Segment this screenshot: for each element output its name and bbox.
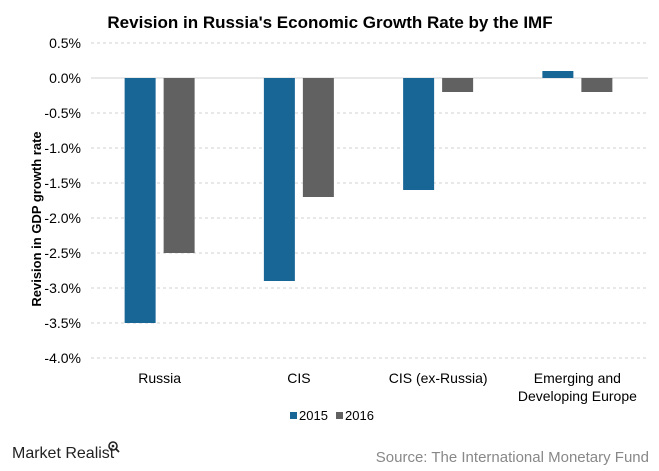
magnifier-icon bbox=[108, 441, 120, 453]
y-tick-label: -1.0% bbox=[44, 140, 81, 156]
y-axis-ticks: 0.5% 0.0% -0.5% -1.0% -1.5% -2.0% -2.5% -3.0% -3… bbox=[44, 35, 81, 366]
legend-item-2016: 2016 bbox=[336, 408, 374, 423]
source-note: Source: The International Monetary Fund bbox=[376, 449, 649, 466]
bar-2016 bbox=[163, 78, 195, 253]
brand-name: Market Realist bbox=[12, 445, 115, 462]
y-tick-label: 0.5% bbox=[49, 35, 81, 51]
chart-title: Revision in Russia's Economic Growth Rat… bbox=[107, 13, 552, 32]
x-axis-categories: Russia CIS CIS (ex-Russia) Emerging and Deve… bbox=[138, 370, 637, 404]
bar-2016 bbox=[581, 78, 613, 92]
bar-2015 bbox=[263, 78, 295, 281]
x-category-label: Russia bbox=[138, 370, 181, 386]
y-tick-label: 0.0% bbox=[49, 70, 81, 86]
y-axis-label: Revision in GDP growth rate bbox=[29, 131, 44, 306]
legend-label: 2016 bbox=[345, 408, 374, 423]
y-tick-label: -0.5% bbox=[44, 105, 81, 121]
bar-2015 bbox=[403, 78, 435, 190]
y-tick-label: -3.5% bbox=[44, 315, 81, 331]
x-category-label: CIS (ex-Russia) bbox=[389, 370, 488, 386]
bar-2015 bbox=[124, 78, 156, 323]
y-tick-label: -1.5% bbox=[44, 175, 81, 191]
y-tick-label: -2.5% bbox=[44, 245, 81, 261]
legend: 2015 2016 bbox=[290, 408, 374, 423]
bar-2016 bbox=[442, 78, 474, 92]
y-tick-label: -2.0% bbox=[44, 210, 81, 226]
y-tick-label: -4.0% bbox=[44, 350, 81, 366]
brand-logo: Market Realist bbox=[12, 441, 120, 462]
bar-2015 bbox=[542, 71, 574, 78]
legend-item-2015: 2015 bbox=[290, 408, 328, 423]
bar-2016 bbox=[302, 78, 334, 197]
legend-label: 2015 bbox=[299, 408, 328, 423]
y-tick-label: -3.0% bbox=[44, 280, 81, 296]
legend-swatch bbox=[336, 412, 343, 419]
x-category-label: Emerging and Developing Europe bbox=[518, 370, 637, 404]
x-category-label: CIS bbox=[287, 370, 310, 386]
legend-swatch bbox=[290, 412, 297, 419]
bars bbox=[124, 71, 613, 323]
